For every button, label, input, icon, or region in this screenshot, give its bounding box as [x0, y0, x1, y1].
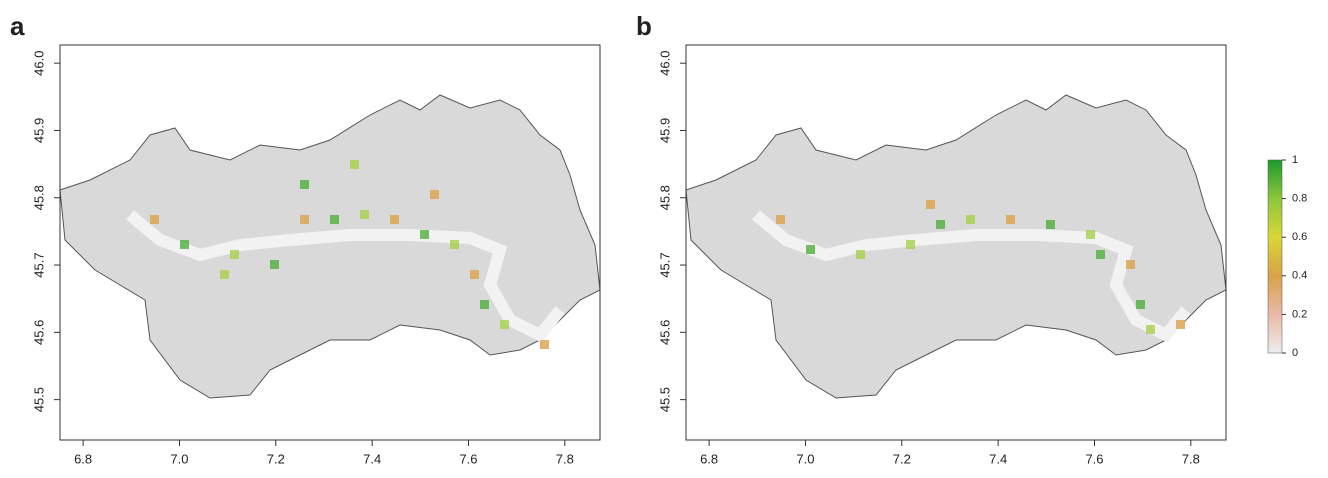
suitability-cell	[390, 215, 399, 224]
x-tick-label: 6.8	[74, 451, 92, 466]
x-tick-label: 7.0	[796, 451, 814, 466]
suitability-cell	[1176, 320, 1185, 329]
suitability-cell	[420, 230, 429, 239]
suitability-cell	[906, 240, 915, 249]
suitability-cell	[1146, 325, 1155, 334]
y-tick-label: 45.6	[657, 320, 672, 345]
map-panel: a 6.8 7.0 7.2 7.4 7.6 7.8 45.5 45.6 45.7 45.8 45.9 4…	[10, 11, 601, 466]
suitability-cell	[936, 220, 945, 229]
suitability-cell	[966, 215, 975, 224]
x-tick-label: 7.6	[459, 451, 477, 466]
suitability-cell	[1126, 260, 1135, 269]
y-tick-label: 46.0	[657, 51, 672, 76]
x-tick-label: 7.4	[363, 451, 381, 466]
y-tick-label: 45.5	[31, 387, 46, 412]
suitability-cell	[270, 260, 279, 269]
y-tick-label: 45.7	[657, 252, 672, 277]
suitability-cell	[300, 180, 309, 189]
plot-frame	[59, 44, 601, 441]
suitability-cell	[500, 320, 509, 329]
x-tick-label: 7.2	[893, 451, 911, 466]
suitability-cell	[540, 340, 549, 349]
valley	[126, 210, 565, 343]
colorbar-tick-label: 0	[1292, 347, 1298, 359]
suitability-cell	[450, 240, 459, 249]
plot-frame	[685, 44, 1227, 441]
x-tick-label: 7.6	[1085, 451, 1103, 466]
colorbar-tick-label: 0.4	[1292, 270, 1307, 282]
y-tick-label: 45.5	[657, 387, 672, 412]
suitability-cell	[300, 215, 309, 224]
colorbar-tick-label: 0.8	[1292, 193, 1307, 205]
suitability-cell	[1006, 215, 1015, 224]
y-tick-label: 45.7	[31, 252, 46, 277]
suitability-cell	[856, 250, 865, 259]
x-tick-label: 7.2	[267, 451, 285, 466]
x-tick-label: 7.0	[170, 451, 188, 466]
suitability-cell	[1086, 230, 1095, 239]
y-tick-label: 45.9	[31, 118, 46, 143]
x-tick-label: 6.8	[700, 451, 718, 466]
y-tick-label: 45.6	[31, 320, 46, 345]
suitability-cell	[806, 245, 815, 254]
region-relief	[59, 94, 601, 399]
suitability-cell	[180, 240, 189, 249]
y-tick-label: 45.8	[31, 185, 46, 210]
x-tick-label: 7.4	[989, 451, 1007, 466]
suitability-cell	[480, 300, 489, 309]
region-relief	[685, 94, 1227, 399]
suitability-cell	[926, 200, 935, 209]
suitability-cell	[360, 210, 369, 219]
suitability-cell	[350, 160, 359, 169]
colorbar-tick-label: 0.2	[1292, 308, 1307, 320]
y-tick-label: 46.0	[31, 51, 46, 76]
colorbar-tick-label: 1	[1292, 154, 1298, 166]
suitability-cell	[230, 250, 239, 259]
x-tick-label: 7.8	[1182, 451, 1200, 466]
suitability-cell	[430, 190, 439, 199]
suitability-cell	[1136, 300, 1145, 309]
suitability-cell	[470, 270, 479, 279]
map-panel: b 6.8 7.0 7.2 7.4 7.6 7.8 45.5 45.6 45.7 45.8 45.9 4…	[636, 11, 1227, 466]
colorbar	[1267, 159, 1283, 354]
suitability-cell	[220, 270, 229, 279]
colorbar-tick-label: 0.6	[1292, 231, 1307, 243]
suitability-cell	[330, 215, 339, 224]
panel-label: b	[636, 11, 652, 41]
suitability-cell	[1096, 250, 1105, 259]
x-tick-label: 7.8	[556, 451, 574, 466]
suitability-cell	[1046, 220, 1055, 229]
suitability-cell	[776, 215, 785, 224]
valley	[752, 210, 1191, 343]
suitability-cell	[150, 215, 159, 224]
y-tick-label: 45.8	[657, 185, 672, 210]
y-tick-label: 45.9	[657, 118, 672, 143]
panel-label: a	[10, 11, 25, 41]
